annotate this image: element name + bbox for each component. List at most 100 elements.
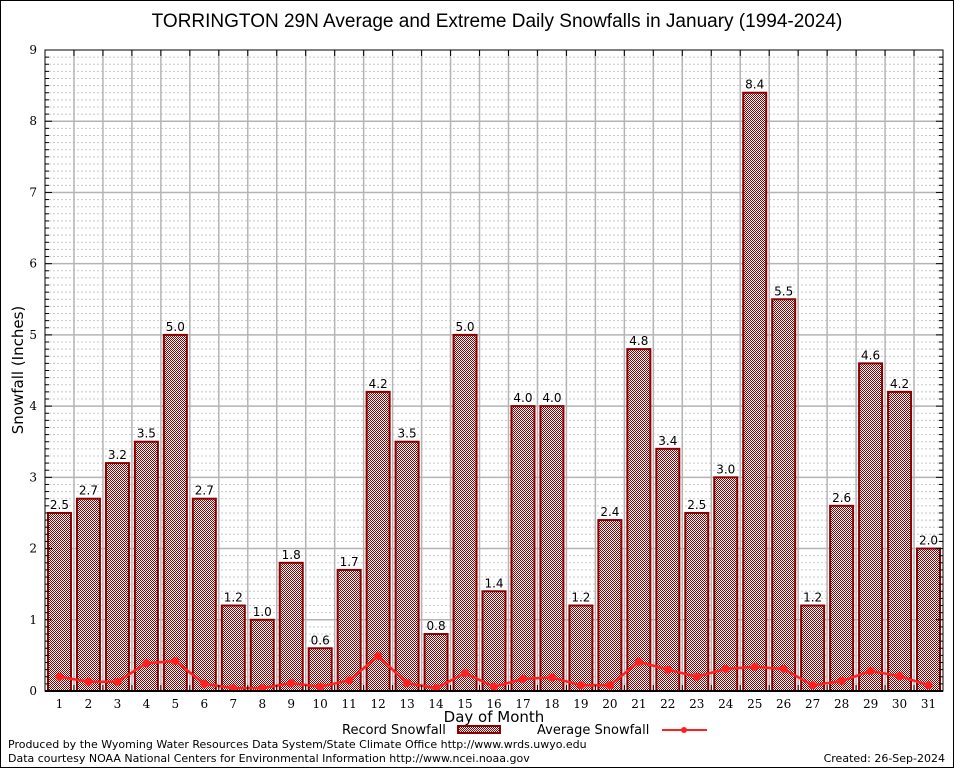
bar-value-label: 3.5	[137, 427, 156, 441]
average-point	[84, 677, 93, 686]
x-tick-label: 11	[342, 697, 357, 711]
x-tick-label: 16	[486, 697, 501, 711]
average-point	[55, 672, 64, 681]
bar-value-label: 0.8	[427, 619, 446, 633]
y-tick-label: 2	[29, 542, 37, 556]
bar-value-label: 1.8	[282, 548, 301, 562]
bar-value-label: 2.7	[195, 484, 214, 498]
bar-value-label: 4.6	[861, 348, 880, 362]
bar-value-label: 4.2	[369, 377, 388, 391]
average-point	[200, 679, 209, 688]
record-bar	[829, 504, 855, 693]
record-bar	[75, 497, 101, 693]
bar-value-label: 4.0	[542, 391, 561, 405]
average-point	[605, 681, 614, 690]
y-tick-labels: 0 1 2 3 4 5 6 7 8 9	[29, 43, 37, 698]
average-point	[374, 652, 383, 661]
average-point	[490, 682, 498, 691]
average-point	[287, 679, 296, 688]
record-bar	[597, 519, 623, 692]
average-point	[403, 679, 412, 688]
legend-record-label: Record Snowfall	[342, 723, 446, 738]
legend: Record Snowfall Average Snowfall	[342, 723, 707, 738]
bar-value-label: 3.4	[658, 434, 677, 448]
bar-value-label: 5.5	[774, 284, 793, 298]
x-tick-label: 13	[399, 697, 414, 711]
y-tick-label: 7	[29, 185, 37, 199]
bar-value-label: 2.5	[50, 498, 69, 512]
record-bar	[278, 561, 304, 692]
bar-value-label: 2.6	[832, 491, 851, 505]
x-tick-label: 1	[56, 697, 64, 711]
x-axis-label: Day of Month	[444, 708, 545, 726]
average-point	[461, 669, 470, 678]
record-bar	[46, 511, 72, 693]
average-point	[924, 681, 933, 690]
record-bar	[452, 333, 478, 692]
x-tick-label: 31	[921, 697, 936, 711]
bar-value-label: 1.7	[340, 555, 359, 569]
record-bar	[887, 390, 913, 692]
bar-value-label: 2.5	[687, 498, 706, 512]
bar-value-label: 2.0	[919, 534, 938, 548]
average-point	[808, 681, 817, 690]
x-tick-label: 2	[85, 697, 93, 711]
bar-labels: 2.5 2.7 3.2 3.5 5.0 2.7 1.2 1.0 1.8 0.6 1.7 4.2 3.5 0…	[50, 78, 938, 648]
x-tick-label: 3	[114, 697, 122, 711]
average-point	[518, 674, 527, 683]
y-axis-label: Snowfall (Inches)	[9, 306, 27, 434]
footer-created: Created: 26-Sep-2024	[824, 752, 945, 765]
x-tick-label: 9	[287, 697, 295, 711]
average-point	[547, 673, 556, 682]
bar-value-label: 1.2	[803, 591, 822, 605]
y-tick-label: 6	[29, 257, 37, 271]
x-tick-label: 4	[143, 697, 151, 711]
legend-average-label: Average Snowfall	[537, 723, 649, 738]
record-bar	[220, 604, 246, 692]
footer-producer: Produced by the Wyoming Water Resources …	[8, 738, 587, 751]
record-bar	[742, 91, 768, 692]
average-line	[55, 652, 933, 693]
bar-value-label: 5.0	[455, 320, 474, 334]
y-tick-label: 9	[29, 43, 37, 57]
x-tick-label: 21	[631, 697, 646, 711]
x-tick-label: 29	[863, 697, 878, 711]
x-tick-label: 26	[776, 697, 791, 711]
average-point	[779, 664, 788, 673]
record-bar	[713, 476, 739, 693]
x-tick-label: 19	[573, 697, 588, 711]
record-bar	[655, 447, 681, 692]
x-tick-label: 23	[689, 697, 704, 711]
bar-value-label: 1.2	[224, 591, 243, 605]
footer-data-source: Data courtesy NOAA National Centers for …	[8, 752, 530, 765]
record-bar	[510, 405, 536, 692]
average-point	[837, 677, 846, 686]
record-bar	[481, 590, 507, 692]
bar-value-label: 2.4	[600, 505, 619, 519]
y-tick-label: 3	[29, 470, 37, 484]
x-tick-label: 18	[544, 697, 559, 711]
bar-value-label: 3.5	[398, 427, 417, 441]
bar-value-label: 4.8	[629, 334, 648, 348]
bar-value-label: 1.2	[571, 591, 590, 605]
bar-value-label: 0.6	[311, 633, 330, 647]
record-bar	[771, 298, 797, 692]
x-tick-label: 7	[229, 697, 237, 711]
bar-value-label: 2.7	[79, 484, 98, 498]
average-point	[866, 667, 875, 676]
record-bar	[539, 405, 565, 692]
x-tick-label: 25	[747, 697, 762, 711]
average-point	[692, 672, 701, 681]
y-tick-label: 1	[29, 613, 37, 627]
x-tick-label: 10	[313, 697, 328, 711]
x-tick-label: 27	[805, 697, 820, 711]
x-tick-label: 8	[258, 697, 266, 711]
y-tick-label: 5	[29, 328, 37, 342]
average-point	[142, 659, 151, 668]
y-tick-label: 8	[29, 114, 37, 128]
bar-value-label: 5.0	[166, 320, 185, 334]
average-point	[663, 665, 672, 674]
x-tick-label: 28	[834, 697, 849, 711]
axes	[44, 49, 944, 692]
bar-value-label: 3.2	[108, 448, 127, 462]
